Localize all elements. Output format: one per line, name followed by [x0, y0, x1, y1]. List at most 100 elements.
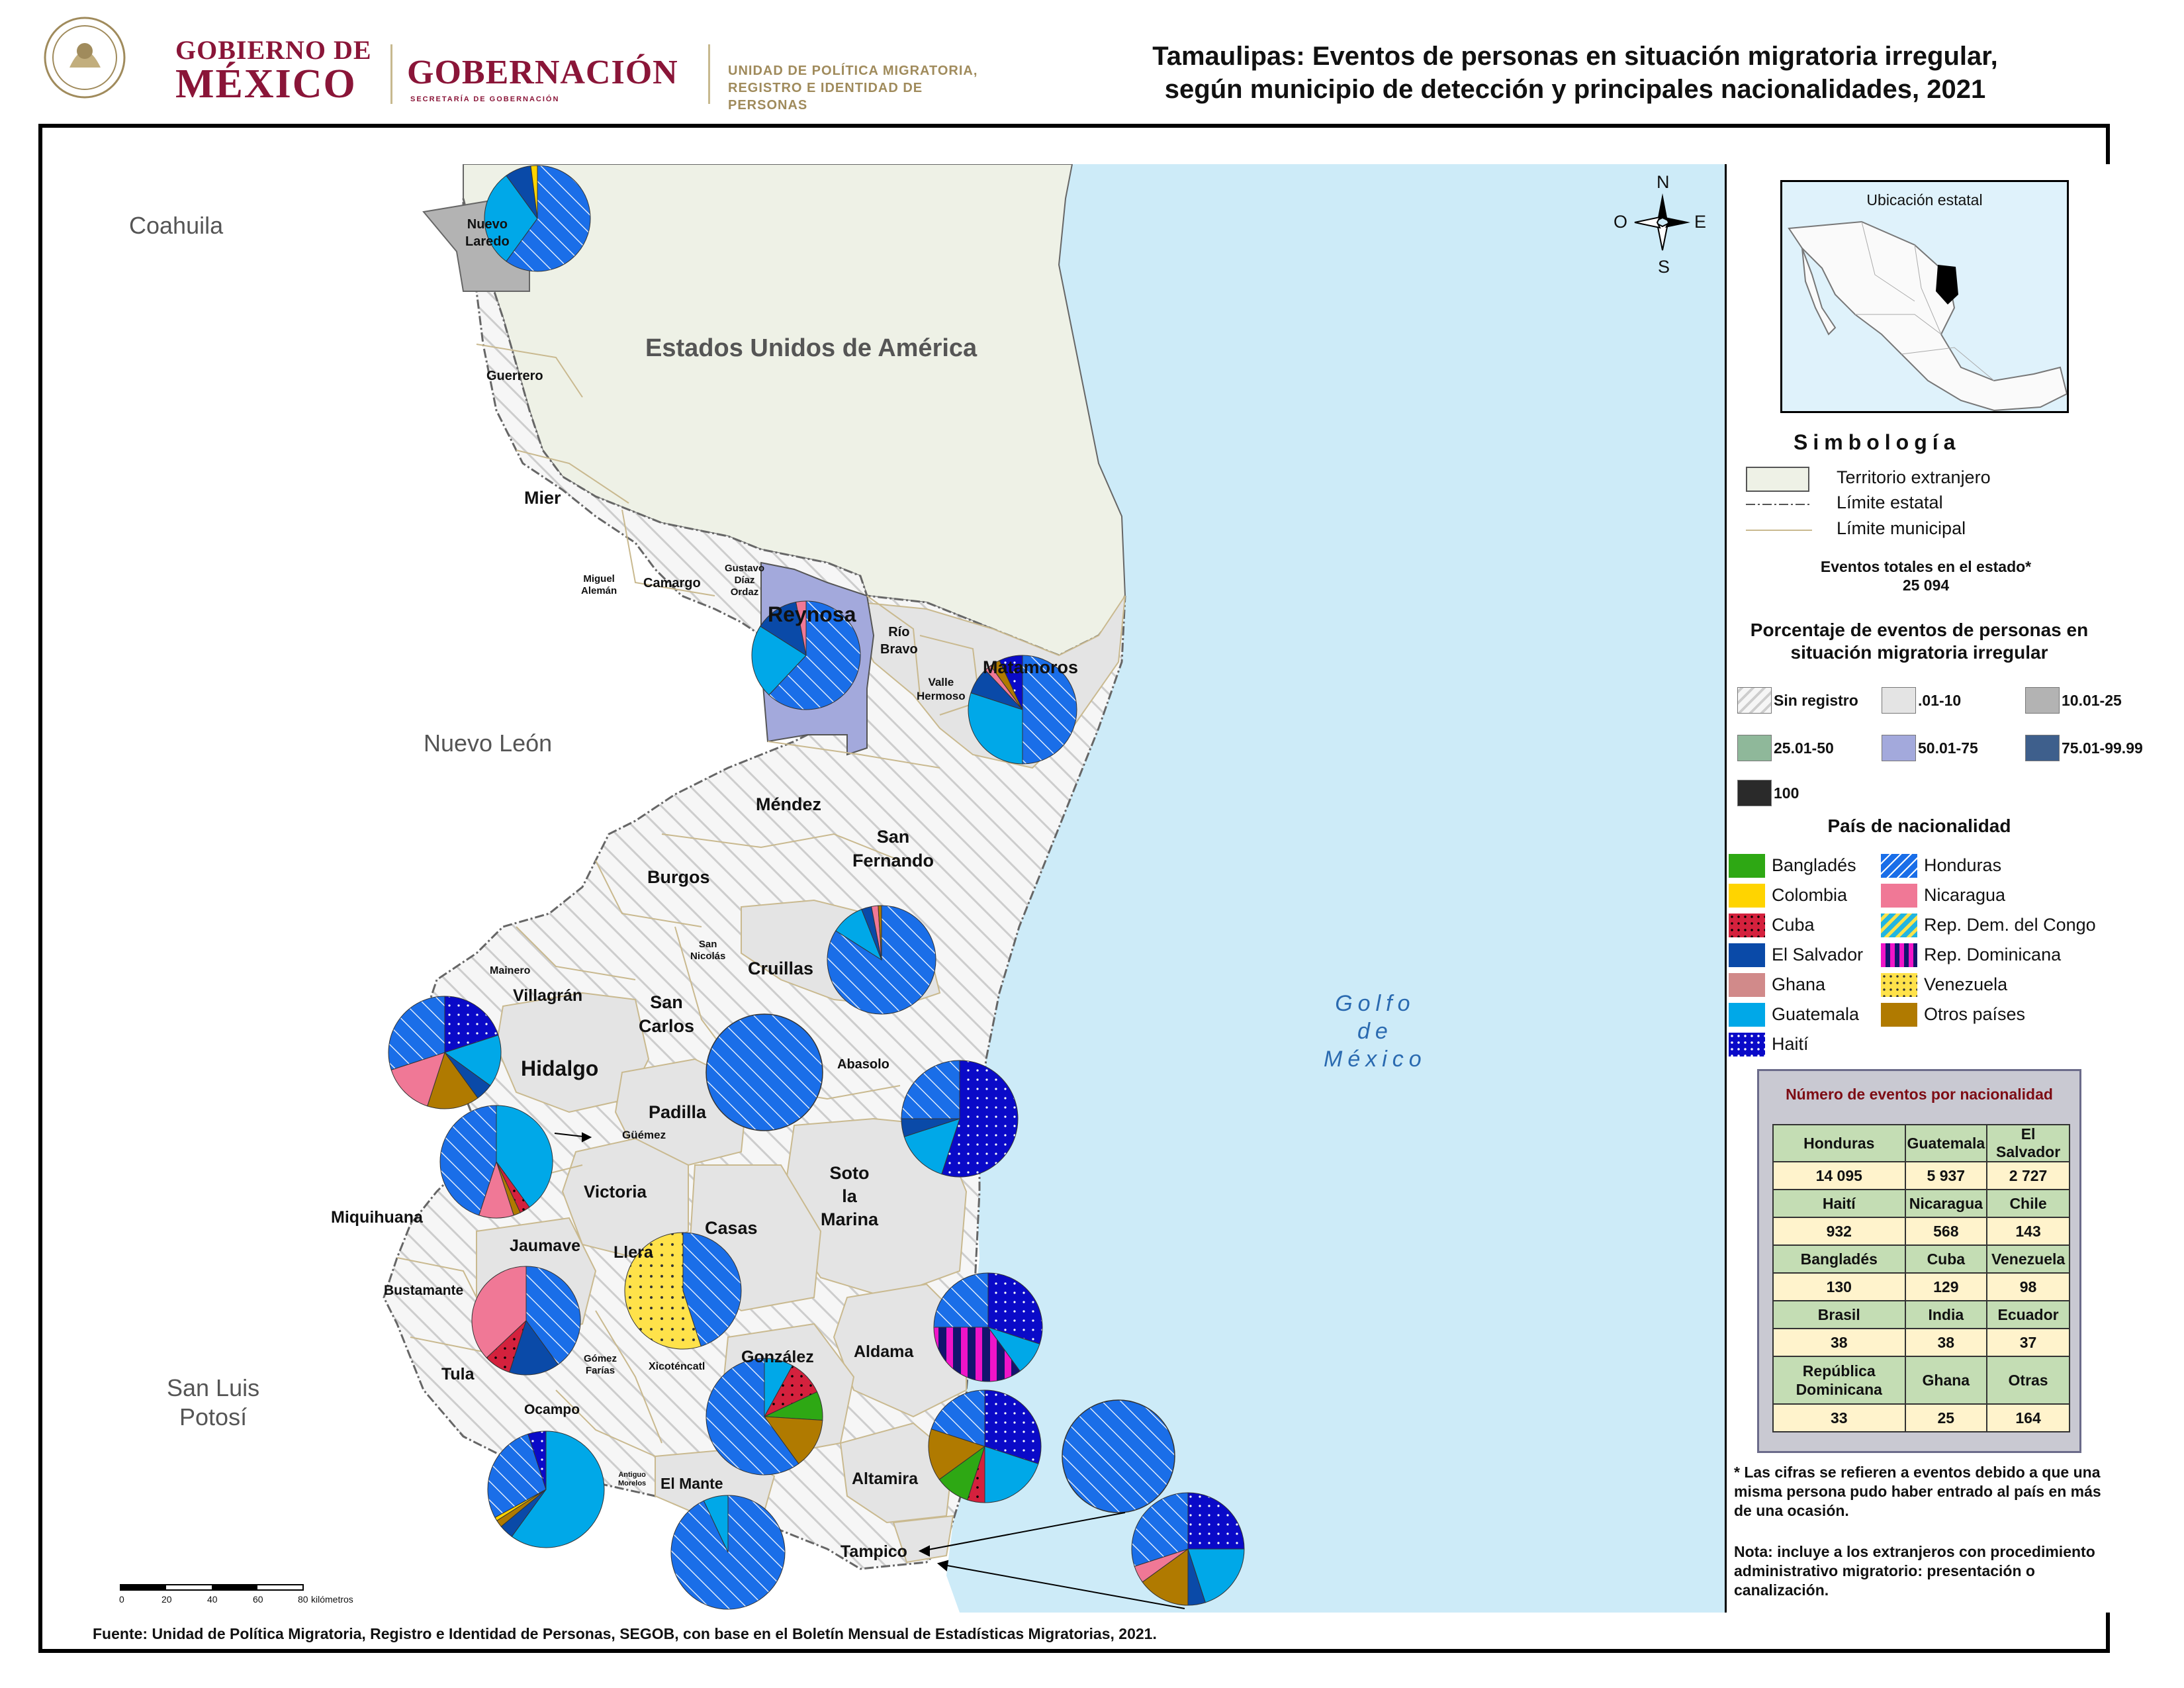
table-header-venezuela: Venezuela — [1986, 1244, 2070, 1274]
label-cruillas: Cruillas — [748, 959, 814, 978]
divider — [708, 44, 710, 104]
slice-otros-paises — [763, 1416, 823, 1464]
table-row: Haití Nicaragua Chile — [1772, 1189, 2070, 1218]
pie-charts — [388, 165, 1245, 1610]
label-miquihuana: Miquihuana — [331, 1208, 423, 1227]
pie-guemez — [439, 1105, 553, 1219]
table-header-otras: Otras — [1986, 1356, 2070, 1405]
slice-el-salvador — [760, 601, 807, 657]
table-value-chile: 143 — [1986, 1217, 2070, 1246]
label-nuevo-laredo: Nuevo Laredo — [465, 217, 510, 249]
legend-nat-ghana: Ghana — [1772, 974, 1826, 994]
legend-nat-cuba: Cuba — [1772, 915, 1815, 935]
table-value-banglades: 130 — [1772, 1272, 1906, 1301]
label-camargo: Camargo — [643, 576, 701, 590]
table-value-brasil: 38 — [1772, 1328, 1906, 1357]
compass-rose: N S O E — [1608, 172, 1707, 278]
swatch-pct-50-01-75 — [1882, 735, 1916, 761]
slice-honduras — [525, 1266, 581, 1366]
events-total-title: Eventos totales en el estado* — [1820, 558, 2032, 575]
table-header-el-salvador: El Salvador — [1986, 1124, 2070, 1162]
slice-rep-dominicana — [933, 1327, 1021, 1382]
pie-tampico-2 — [1131, 1492, 1245, 1606]
label-burgos: Burgos — [647, 867, 710, 887]
gobernacion-logo: GOBERNACIÓN — [407, 54, 678, 91]
pie-matamoros — [968, 655, 1077, 765]
label-llera: Llera — [614, 1243, 653, 1262]
label-jaumave: Jaumave — [510, 1237, 581, 1255]
swatch-el-salvador — [1729, 943, 1765, 967]
label-xicotencatl: Xicoténcatl — [649, 1361, 705, 1372]
pie-villagran — [388, 996, 502, 1109]
label-el-mante: El Mante — [660, 1475, 723, 1492]
scale-unit: kilómetros — [311, 1594, 353, 1605]
label-casas: Casas — [705, 1218, 758, 1238]
swatch-otros-paises — [1881, 1003, 1917, 1027]
swatch-rep-dem-del-congo — [1881, 914, 1917, 937]
scale-tick-40: 40 — [207, 1594, 218, 1605]
slice-haiti — [999, 655, 1023, 710]
table-row: 38 38 37 — [1772, 1328, 2070, 1357]
table-row: Brasil India Ecuador — [1772, 1300, 2070, 1329]
slice-honduras — [439, 1105, 497, 1216]
slice-nicaragua — [796, 600, 807, 656]
table-header-brasil: Brasil — [1772, 1300, 1906, 1329]
table-value-el-salvador: 2 727 — [1986, 1161, 2070, 1190]
scale-tick-20: 20 — [161, 1594, 172, 1605]
inset-mexico-map — [1788, 220, 2067, 411]
municipio-aldama — [833, 1283, 967, 1418]
swatch-banglades — [1729, 854, 1765, 878]
table-value-guatemala: 5 937 — [1904, 1161, 1988, 1190]
table-header-banglades: Bangladés — [1772, 1244, 1906, 1274]
table-header-haiti: Haití — [1772, 1189, 1906, 1218]
swatch-honduras — [1881, 854, 1917, 878]
pie-el-mante — [670, 1495, 786, 1610]
label-guemez: Güémez — [622, 1129, 666, 1141]
slice-colombia — [530, 165, 538, 219]
table-value-ghana: 25 — [1904, 1403, 1988, 1432]
legend-nat-venezuela: Venezuela — [1924, 974, 2008, 994]
slice-honduras — [487, 1433, 547, 1519]
slice-venezuela — [624, 1232, 702, 1350]
slice-honduras — [705, 1358, 799, 1476]
label-gomez-farias: Gómez Farías — [584, 1353, 617, 1376]
slice-guatemala — [443, 1035, 502, 1086]
pct-title-line1: Porcentaje de eventos de personas en — [1750, 620, 2089, 640]
municipio-altamira — [839, 1422, 954, 1524]
legend-nat-honduras: Honduras — [1924, 855, 2002, 875]
table-value-haiti: 932 — [1772, 1217, 1906, 1246]
legend-events-total: Eventos totales en el estado* 25 094 — [1747, 557, 2105, 594]
legend-nat-title: País de nacionalidad — [1827, 816, 2011, 836]
pie-aldama — [933, 1272, 1043, 1382]
slice-haiti — [527, 1430, 547, 1490]
slice-guatemala — [703, 1495, 729, 1553]
label-valle-hermoso: Valle Hermoso — [917, 676, 966, 702]
label-tampico: Tampico — [841, 1542, 907, 1561]
slice-guatemala — [496, 1105, 553, 1208]
legend-simbologia: Simbología — [1794, 430, 1961, 454]
events-total-value: 25 094 — [1902, 577, 1950, 594]
scale-tick-80: 80 — [298, 1594, 308, 1605]
table-row: República Dominicana Ghana Otras — [1772, 1356, 2070, 1405]
unidad-text: UNIDAD DE POLÍTICA MIGRATORIA, REGISTRO … — [728, 62, 1006, 114]
slice-guatemala — [903, 1118, 960, 1175]
table-header-india: India — [1904, 1300, 1988, 1329]
legend-pct-50-01-75: 50.01-75 — [1918, 739, 1978, 757]
slice-guatemala — [484, 175, 538, 262]
swatch-pct-01-10 — [1882, 687, 1916, 714]
table-row: 932 568 143 — [1772, 1217, 2070, 1246]
legend-pct-title: Porcentaje de eventos de personas en sit… — [1727, 619, 2111, 664]
legend-nat-banglades: Bangladés — [1772, 855, 1856, 875]
table-value-republica-dominicana: 33 — [1772, 1403, 1906, 1432]
slice-honduras — [1131, 1492, 1189, 1567]
slice-otros-paises — [1142, 1548, 1189, 1606]
swatch-nicaragua — [1881, 884, 1917, 908]
note-footnote: * Las cifras se refieren a eventos debid… — [1734, 1464, 2101, 1519]
table-header-honduras: Honduras — [1772, 1124, 1906, 1162]
pie-llera — [624, 1232, 742, 1350]
secretaria-text: SECRETARÍA DE GOBERNACIÓN — [410, 95, 560, 103]
label-gustavo-diaz-ordaz: Gustavo Díaz Ordaz — [725, 563, 765, 598]
table-value-honduras: 14 095 — [1772, 1161, 1906, 1190]
slp-line2: Potosí — [179, 1403, 248, 1430]
swatch-haiti — [1729, 1033, 1765, 1056]
